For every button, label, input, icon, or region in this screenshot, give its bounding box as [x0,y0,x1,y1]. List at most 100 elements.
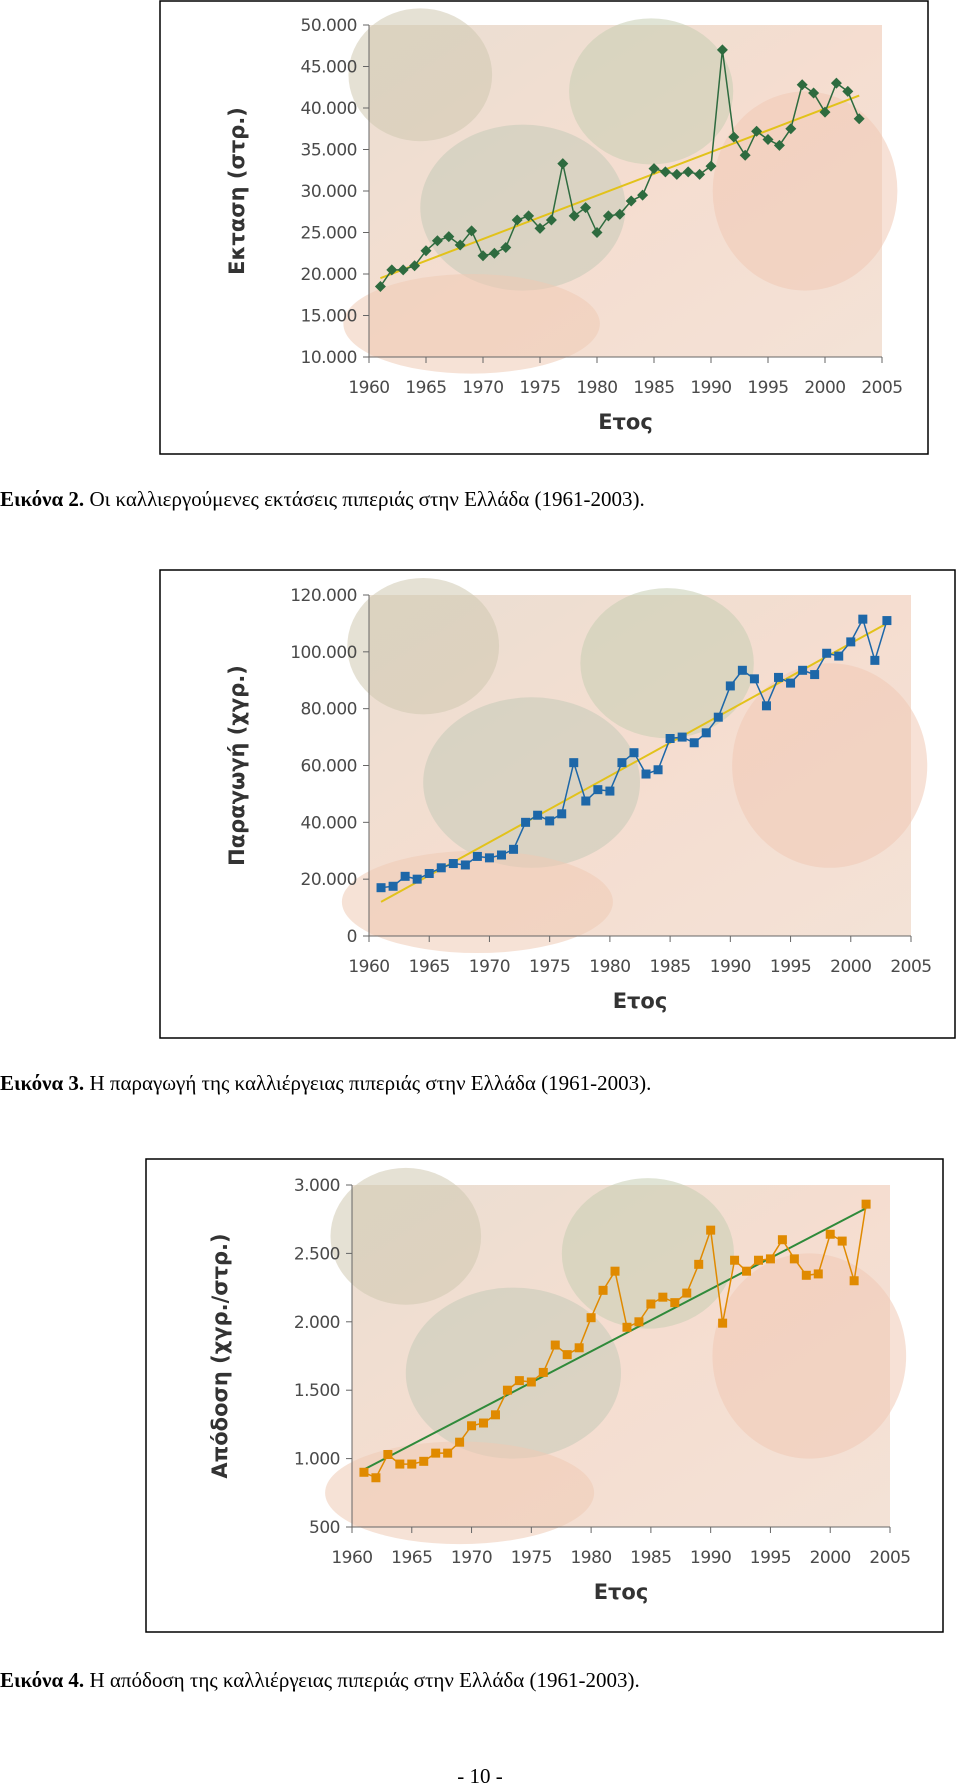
background-shape [325,1441,595,1545]
marker [646,1299,656,1309]
x-tick-label: 2005 [861,378,902,398]
marker [701,728,711,738]
y-tick-label: 1.000 [294,1450,340,1470]
caption-text: Η παραγωγή της καλλιέργειας πιπεριάς στη… [89,1071,652,1095]
marker [454,239,466,251]
marker [705,160,717,172]
x-axis-label: Ετος [594,1580,649,1604]
caption-text: Οι καλλιεργούμενες εκτάσεις πιπεριάς στη… [89,487,645,511]
marker [397,264,409,276]
marker [502,1385,512,1395]
x-tick-label: 1980 [570,1548,611,1568]
marker [371,1473,381,1483]
marker [586,1313,596,1323]
marker [682,166,694,178]
marker [395,1459,405,1469]
marker [813,1269,823,1279]
marker [819,106,831,118]
x-tick-label: 2005 [890,957,931,977]
x-tick-label: 1985 [633,378,674,398]
marker [671,168,683,180]
marker [622,1322,632,1332]
marker [550,1340,560,1350]
y-tick-label: 100.000 [290,643,357,663]
marker [562,1350,572,1360]
marker [574,1343,584,1353]
marker [388,881,398,891]
marker [629,748,639,758]
marker [523,210,535,222]
x-tick-label: 1970 [462,378,503,398]
marker [614,208,626,220]
y-tick-label: 3.000 [294,1176,340,1196]
y-tick-label: 120.000 [290,586,357,606]
x-tick-label: 1975 [511,1548,552,1568]
marker [533,810,543,820]
marker [419,1456,429,1466]
marker [383,1449,393,1459]
marker [634,1317,644,1327]
marker [557,158,569,170]
marker [808,87,820,99]
marker [861,1199,871,1209]
marker [424,868,434,878]
background-shape [341,850,613,954]
y-tick-label: 15.000 [301,307,357,327]
marker [617,758,627,768]
y-axis-label: Εκταση (στρ.) [225,107,249,275]
marker [431,1448,441,1458]
marker [648,163,660,175]
x-tick-label: 1990 [690,1548,731,1568]
marker [796,79,808,91]
marker [407,1459,417,1469]
marker [882,616,892,626]
y-tick-label: 50.000 [301,16,357,36]
marker [605,786,615,796]
marker [557,809,567,819]
marker [526,1377,536,1387]
y-tick-label: 1.500 [294,1381,340,1401]
x-tick-label: 1990 [710,957,751,977]
y-tick-label: 10.000 [301,348,357,368]
x-tick-label: 1960 [331,1548,372,1568]
marker [488,247,500,259]
x-tick-label: 1995 [747,378,788,398]
marker [730,1255,740,1265]
y-tick-label: 35.000 [301,141,357,161]
x-tick-label: 1995 [770,957,811,977]
marker [545,214,557,226]
marker [737,665,747,675]
marker [637,189,649,201]
x-tick-label: 2000 [830,957,871,977]
marker [467,1421,477,1431]
x-axis-label: Ετος [613,989,668,1013]
background-shape [569,18,734,165]
y-tick-label: 80.000 [301,700,357,720]
marker [725,681,735,691]
x-tick-label: 1985 [649,957,690,977]
marker [598,1285,608,1295]
marker [846,637,856,647]
marker [653,765,663,775]
marker [777,1235,787,1245]
marker [682,1288,692,1298]
y-tick-label: 20.000 [301,265,357,285]
marker [694,168,706,180]
caption-label: Εικόνα 2. [0,487,85,511]
marker [602,210,614,222]
marker [801,1270,811,1280]
marker [534,222,546,234]
marker [580,202,592,214]
marker [830,77,842,89]
marker [443,1448,453,1458]
marker [359,1467,369,1477]
marker [593,785,603,795]
marker [658,1292,668,1302]
y-tick-label: 40.000 [301,99,357,119]
y-tick-label: 2.000 [294,1313,340,1333]
marker [455,1437,465,1447]
marker [374,280,386,292]
marker [581,796,591,806]
marker [431,235,443,247]
marker [689,738,699,748]
